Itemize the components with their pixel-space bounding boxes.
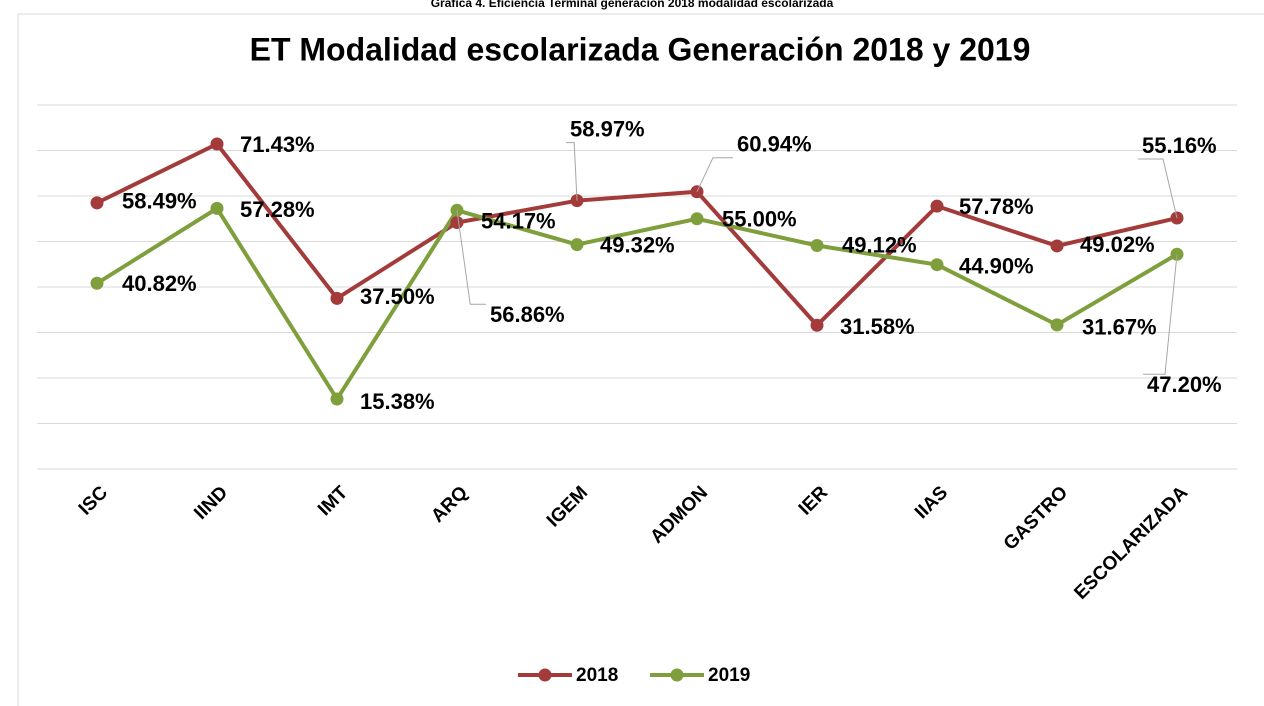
data-label: 49.32% (600, 232, 675, 257)
point (210, 201, 224, 215)
point (1050, 239, 1064, 253)
point (810, 239, 824, 253)
point (330, 392, 344, 406)
point (930, 258, 944, 272)
point (210, 137, 224, 151)
legend-label: 2019 (708, 665, 750, 686)
point (330, 291, 344, 305)
x-tick-label: ISC (75, 482, 112, 519)
legend-marker (538, 668, 552, 682)
point (930, 199, 944, 213)
data-label: 37.50% (360, 284, 435, 309)
data-label: 44.90% (959, 254, 1034, 279)
data-label: 49.02% (1080, 232, 1155, 257)
data-label: 49.12% (842, 232, 917, 257)
data-label: 55.00% (722, 207, 797, 232)
x-tick-label: IGEM (543, 482, 592, 531)
point (1170, 247, 1184, 261)
point (690, 212, 704, 226)
point (1050, 318, 1064, 332)
leader-line (696, 157, 733, 192)
x-tick-label: ESCOLARIZADA (1070, 482, 1192, 604)
data-label: 15.38% (360, 389, 435, 414)
leader-line (456, 210, 486, 305)
x-tick-label: ARQ (427, 482, 472, 527)
x-tick-label: IMT (314, 482, 352, 520)
data-label: 57.78% (959, 194, 1034, 219)
data-label: 56.86% (490, 302, 565, 327)
series-line (95, 205, 1179, 403)
point (450, 216, 464, 230)
x-tick-label: ADMON (646, 482, 712, 548)
data-label: 31.58% (840, 314, 915, 339)
x-tick-label: IIND (190, 482, 232, 524)
data-label: 58.49% (122, 189, 197, 214)
data-label: 57.28% (240, 197, 315, 222)
leader-line (1143, 254, 1178, 375)
leader-line (1138, 158, 1178, 219)
data-label: 54.17% (481, 208, 556, 233)
chart-frame (17, 13, 1264, 706)
chart-title: ET Modalidad escolarizada Generación 201… (250, 31, 1031, 67)
legend-marker (670, 668, 684, 682)
data-label: 40.82% (122, 271, 197, 296)
point (570, 238, 584, 252)
data-label: 55.16% (1142, 133, 1217, 158)
data-label: 47.20% (1147, 372, 1222, 397)
data-label: 58.97% (570, 116, 645, 141)
point (90, 196, 104, 210)
caption: Gráfica 4. Eficiencia Terminal generació… (431, 0, 834, 10)
data-label: 60.94% (737, 132, 812, 157)
legend-label: 2018 (576, 665, 618, 686)
x-tick-label: IIAS (911, 482, 952, 523)
x-tick-label: IER (795, 482, 832, 519)
series-line (96, 141, 1178, 329)
point (90, 276, 104, 290)
leader-line (566, 142, 578, 201)
data-label: 71.43% (240, 132, 315, 157)
x-tick-label: GASTRO (1000, 482, 1072, 554)
data-label: 31.67% (1082, 315, 1157, 340)
point (810, 318, 824, 332)
